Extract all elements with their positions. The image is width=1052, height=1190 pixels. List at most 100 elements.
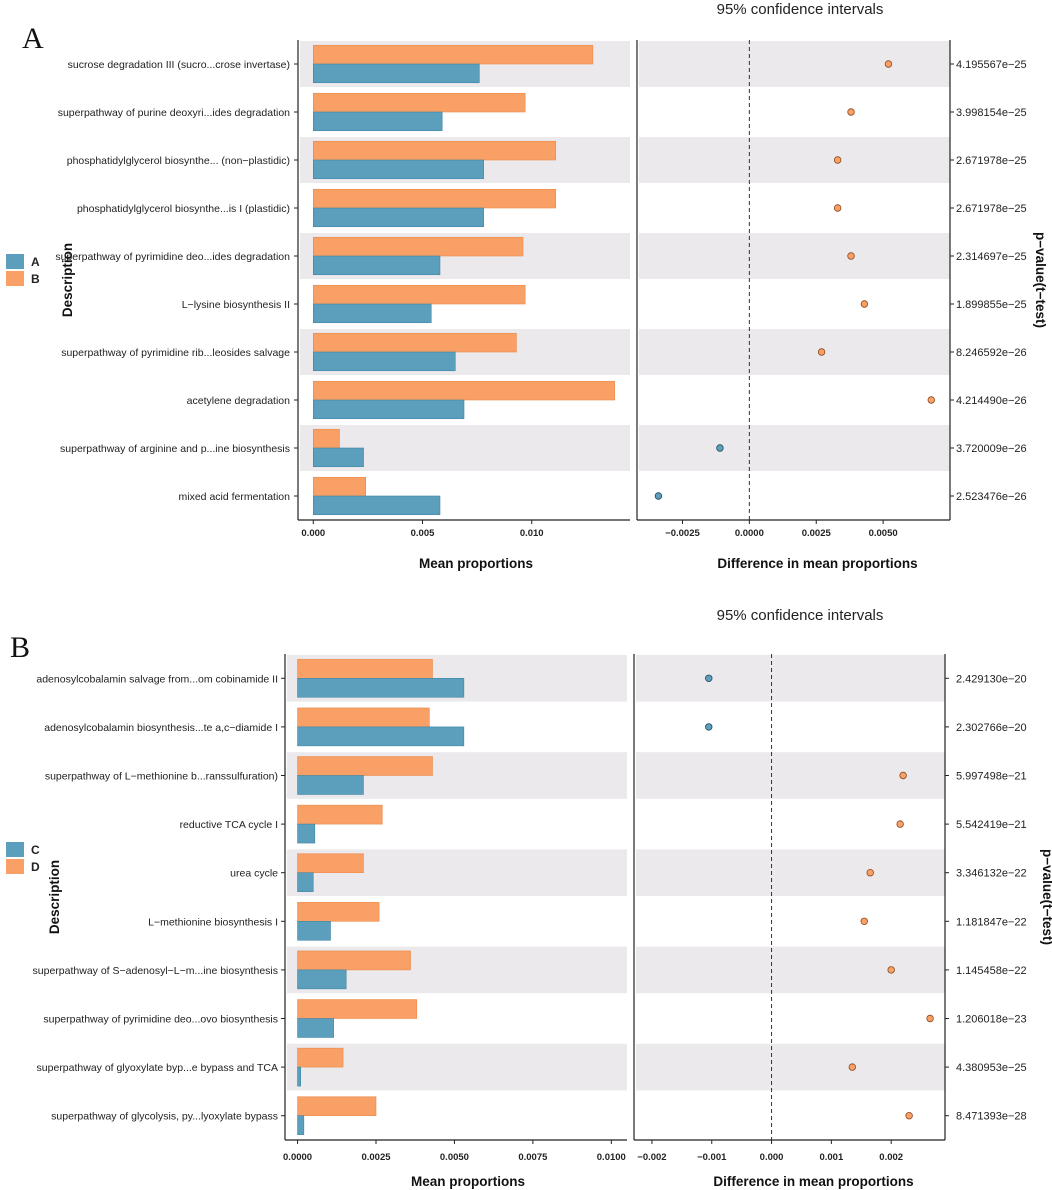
- x-tick-label: 0.0100: [597, 1152, 626, 1163]
- category-label: acetylene degradation: [187, 395, 290, 407]
- bar-c: [297, 920, 331, 941]
- pvalue-label: 2.671978e−25: [956, 155, 1027, 167]
- panel-b: B 95% confidence intervals adenosylcobalam…: [6, 607, 1052, 1189]
- bar-a: [312, 351, 456, 372]
- bar-d: [297, 1096, 377, 1116]
- category-label: urea cycle: [230, 868, 278, 880]
- y-axis-title: Description: [47, 860, 62, 934]
- x-tick-label: 0.001: [819, 1152, 843, 1163]
- pvalue-label: 2.523476e−26: [956, 491, 1027, 503]
- difference-point: [905, 1111, 913, 1120]
- category-label: reductive TCA cycle I: [180, 819, 278, 831]
- category-label: L−lysine biosynthesis II: [182, 299, 290, 311]
- legend-label: D: [31, 860, 40, 874]
- x-tick-label: −0.0025: [665, 528, 700, 539]
- x-tick-label: 0.0075: [518, 1152, 548, 1163]
- difference-point: [705, 674, 713, 682]
- category-label: superpathway of pyrimidine deo...ovo bio…: [43, 1014, 278, 1026]
- difference-point: [860, 917, 868, 925]
- legend-swatch-a: [6, 254, 24, 269]
- row-band: [287, 1043, 627, 1091]
- category-label: superpathway of purine deoxyri...ides de…: [58, 107, 290, 119]
- bar-b: [312, 92, 526, 113]
- bar-d: [297, 950, 411, 971]
- panel-letter: A: [22, 22, 44, 55]
- bar-c: [297, 823, 316, 844]
- x-tick-label: 0.000: [301, 528, 325, 539]
- difference-point: [654, 492, 663, 500]
- x-axis-title-left: Mean proportions: [411, 1174, 525, 1189]
- ci-title: 95% confidence intervals: [717, 1, 884, 18]
- legend-label: C: [31, 843, 40, 857]
- bar-b: [312, 284, 526, 305]
- category-label: mixed acid fermentation: [179, 491, 291, 503]
- pvalue-label: 2.671978e−25: [956, 203, 1027, 215]
- bar-b: [312, 428, 340, 449]
- bar-a: [312, 447, 364, 468]
- row-band: [636, 1043, 945, 1091]
- category-label: superpathway of S−adenosyl−L−m...ine bio…: [33, 965, 278, 977]
- x-tick-label: 0.0050: [869, 528, 898, 539]
- bar-d: [297, 853, 364, 873]
- difference-point: [866, 869, 874, 877]
- row-band: [639, 41, 950, 87]
- pvalue-label: 4.195567e−25: [956, 59, 1027, 71]
- pvalue-label: 1.206018e−23: [956, 1014, 1027, 1026]
- y-axis-title: Description: [60, 243, 75, 317]
- x-tick-label: 0.0050: [440, 1152, 469, 1163]
- category-label: superpathway of glycolysis, py...lyoxyla…: [51, 1111, 278, 1123]
- bar-a: [312, 207, 484, 228]
- difference-point: [887, 966, 895, 974]
- x-tick-label: 0.005: [411, 528, 435, 539]
- category-label: superpathway of arginine and p...ine bio…: [60, 443, 290, 455]
- row-band: [636, 849, 945, 896]
- pvalue-label: 2.429130e−20: [956, 673, 1027, 685]
- pvalue-label: 5.997498e−21: [956, 771, 1027, 783]
- bar-a: [312, 495, 441, 516]
- pvalue-label: 4.380953e−25: [956, 1062, 1027, 1074]
- legend-swatch-b: [6, 271, 24, 286]
- x-tick-label: 0.0025: [361, 1152, 391, 1163]
- legend-label: A: [31, 255, 40, 269]
- bar-a: [312, 63, 480, 84]
- difference-point: [833, 156, 842, 164]
- pvalue-label: 3.720009e−26: [956, 443, 1027, 455]
- x-tick-label: 0.0000: [283, 1152, 312, 1163]
- x-tick-label: 0.0000: [735, 528, 764, 539]
- bar-d: [297, 902, 380, 922]
- difference-point: [705, 723, 713, 731]
- legend-label: B: [31, 272, 40, 286]
- bar-a: [312, 111, 443, 132]
- x-tick-label: 0.002: [879, 1152, 903, 1163]
- bar-b: [312, 140, 557, 161]
- difference-point: [896, 820, 904, 828]
- bar-c: [297, 1066, 301, 1087]
- bar-c: [297, 1018, 334, 1038]
- bar-b: [312, 332, 517, 353]
- panel-letter: B: [10, 631, 30, 664]
- difference-point: [848, 1063, 856, 1071]
- legend-swatch-d: [6, 859, 24, 874]
- x-tick-label: 0.000: [760, 1152, 784, 1163]
- difference-point: [716, 444, 724, 452]
- bar-d: [297, 804, 383, 825]
- bar-a: [312, 159, 484, 180]
- ci-title: 95% confidence intervals: [717, 607, 884, 624]
- pvalue-label: 1.181847e−22: [956, 916, 1027, 928]
- bar-d: [297, 756, 433, 776]
- bar-c: [297, 1115, 305, 1135]
- bar-a: [312, 255, 441, 276]
- row-band: [639, 329, 950, 375]
- legend-swatch-c: [6, 842, 24, 857]
- bar-d: [297, 999, 418, 1019]
- difference-point: [847, 252, 855, 260]
- bar-c: [297, 775, 364, 795]
- pvalue-label: 3.346132e−22: [956, 868, 1027, 880]
- difference-point: [860, 300, 869, 308]
- row-band: [639, 233, 950, 279]
- row-band: [636, 946, 945, 994]
- bar-b: [312, 476, 367, 497]
- category-label: sucrose degradation III (sucro...crose i…: [68, 59, 290, 71]
- pvalue-label: 8.471393e−28: [956, 1111, 1027, 1123]
